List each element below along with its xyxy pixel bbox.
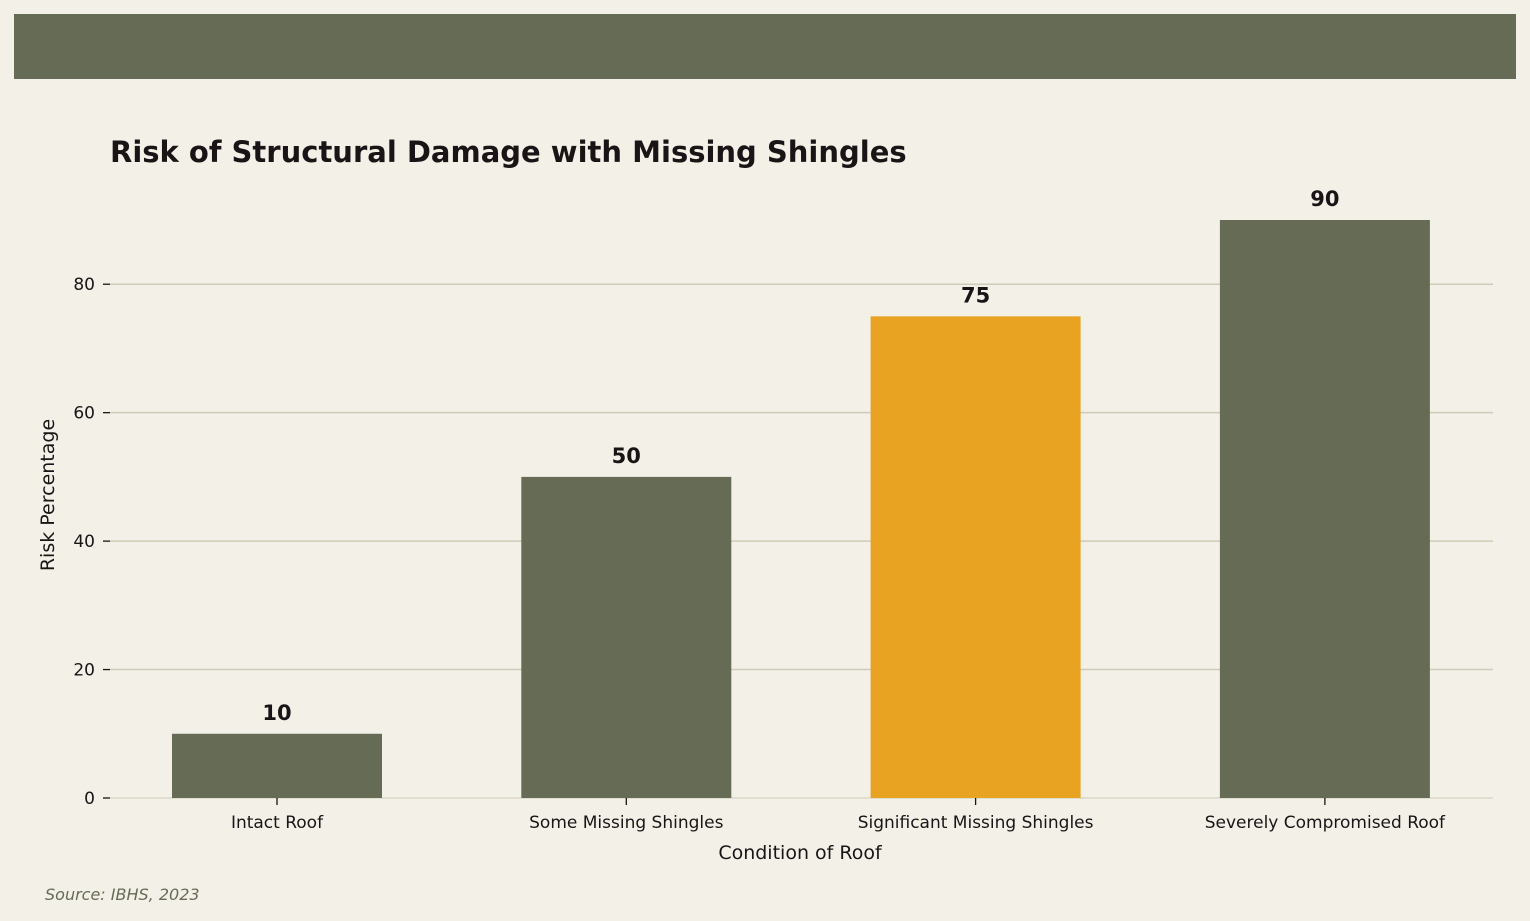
bar [172, 733, 382, 798]
bar [870, 316, 1081, 798]
x-tick-label: Severely Compromised Roof [1205, 813, 1446, 833]
x-axis-label: Condition of Roof [718, 842, 883, 864]
source-note: Source: IBHS, 2023 [45, 885, 200, 904]
bar [1219, 220, 1430, 798]
header-band [14, 14, 1516, 79]
y-tick-label: 80 [73, 275, 95, 295]
bar [521, 476, 732, 798]
y-axis-label: Risk Percentage [37, 419, 59, 571]
x-tick-label: Some Missing Shingles [529, 813, 723, 833]
bars: 10 50 75 90 [172, 187, 1430, 798]
y-tick-label: 0 [84, 789, 95, 809]
bar-value-label: 10 [262, 701, 291, 725]
bar-value-label: 90 [1310, 187, 1339, 211]
y-tick-label: 20 [73, 661, 95, 681]
x-axis: Intact Roof Some Missing Shingles Signific… [231, 798, 1446, 833]
y-axis: 0 20 40 60 80 [73, 275, 110, 809]
y-tick-label: 40 [73, 532, 95, 552]
chart-title: Risk of Structural Damage with Missing S… [110, 135, 907, 169]
x-tick-label: Significant Missing Shingles [858, 813, 1094, 833]
x-tick-label: Intact Roof [231, 813, 324, 833]
y-tick-label: 60 [73, 404, 95, 424]
bar-value-label: 75 [961, 283, 990, 307]
bar-value-label: 50 [612, 444, 641, 468]
